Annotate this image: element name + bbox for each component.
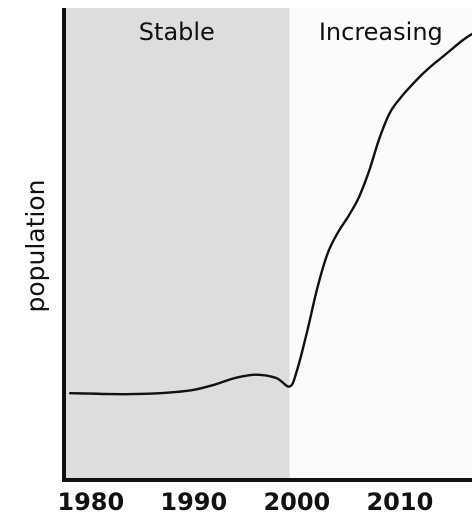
increasing-region	[289, 8, 472, 480]
plot-regions	[64, 8, 472, 480]
x-tick-label: 1980	[57, 488, 124, 516]
stable-region-label: Stable	[139, 18, 215, 46]
x-tick-labels: 1980 1990 2000 2010	[57, 488, 433, 516]
x-tick-label: 2000	[263, 488, 330, 516]
increasing-region-label: Increasing	[319, 18, 443, 46]
series-line	[69, 32, 472, 396]
x-tick-label: 2010	[366, 488, 433, 516]
y-axis-title: population	[21, 179, 50, 312]
x-tick-label: 1990	[160, 488, 227, 516]
region-labels: Stable Increasing	[139, 18, 443, 46]
stable-region	[64, 8, 290, 480]
